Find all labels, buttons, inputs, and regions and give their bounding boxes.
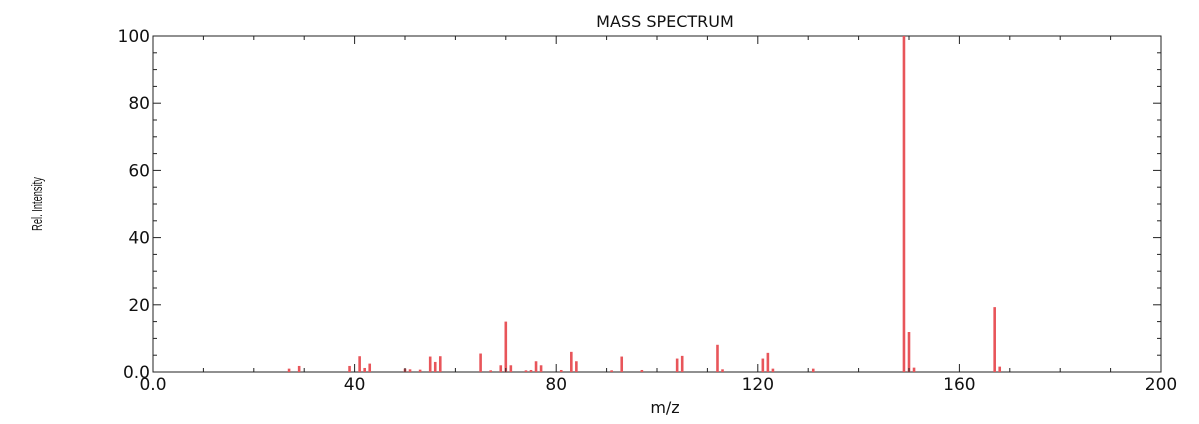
x-axis-label: m/z xyxy=(650,398,679,417)
chart-title: MASS SPECTRUM xyxy=(596,12,734,31)
y-axis-label: Rel. Intensity xyxy=(29,177,46,231)
y-tick-label: 80 xyxy=(128,94,150,114)
x-tick-label: 80 xyxy=(545,375,567,395)
ticks-group: 0.0 40 80 120 160 200 0.0 20 40 60 80 100 xyxy=(118,27,1178,395)
y-tick-label: 20 xyxy=(128,296,150,316)
x-tick-label: 40 xyxy=(344,375,366,395)
x-tick-label: 200 xyxy=(1145,375,1177,395)
y-tick-label: 60 xyxy=(128,161,150,181)
y-tick-label: 100 xyxy=(118,27,150,47)
bars-group xyxy=(287,36,1002,372)
x-tick-label: 0.0 xyxy=(139,375,166,395)
plot-frame xyxy=(152,35,1162,373)
y-tick-label: 40 xyxy=(128,229,150,249)
x-tick-label: 120 xyxy=(742,375,774,395)
x-tick-label: 160 xyxy=(943,375,975,395)
y-tick-label: 0.0 xyxy=(123,363,150,383)
